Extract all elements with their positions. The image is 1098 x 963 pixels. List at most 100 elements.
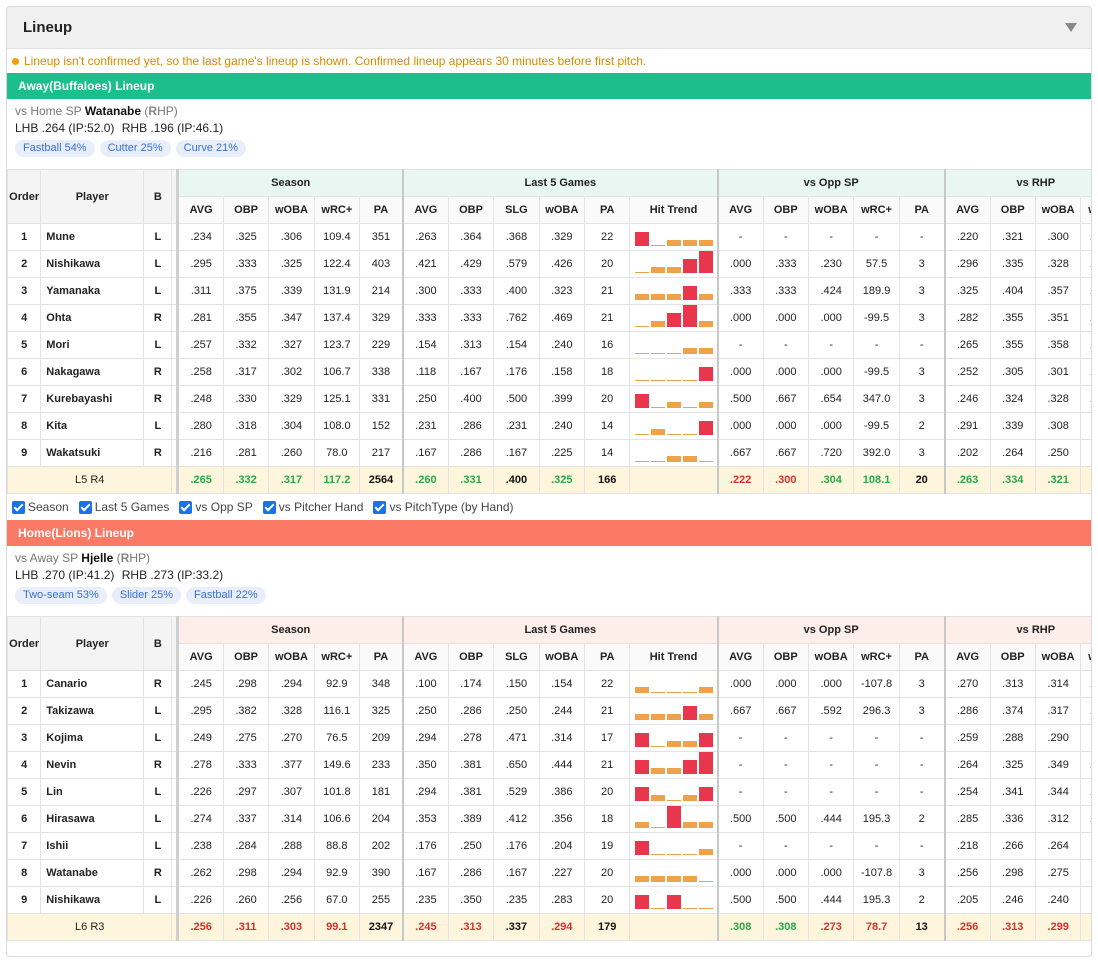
- toggle-item[interactable]: Season: [12, 500, 69, 514]
- stat-header[interactable]: AVG: [716, 196, 764, 224]
- stat-header[interactable]: wRC+: [313, 643, 361, 671]
- summary-opp-stat: .308: [762, 913, 809, 941]
- stat-header[interactable]: wRC+: [853, 196, 900, 224]
- checkbox-checked-icon[interactable]: [262, 500, 276, 514]
- pitch-chip[interactable]: Two-seam 53%: [15, 587, 107, 604]
- pitch-chip[interactable]: Slider 25%: [111, 587, 182, 604]
- player-name[interactable]: Kurebayashi: [40, 385, 145, 413]
- last5-stat: .381: [447, 778, 495, 806]
- stat-header[interactable]: wOBA: [1034, 196, 1082, 224]
- season-stat: .339: [268, 277, 315, 305]
- hit-trend-bar: [634, 876, 649, 882]
- order-header[interactable]: Order: [7, 616, 42, 671]
- stat-header[interactable]: OBP: [222, 196, 270, 224]
- stat-header[interactable]: OBP: [222, 643, 270, 671]
- stat-header[interactable]: AVG: [177, 196, 224, 224]
- sp-name[interactable]: Watanabe: [84, 104, 142, 118]
- stat-header[interactable]: OBP: [762, 643, 809, 671]
- pitch-chip[interactable]: Cutter 25%: [99, 140, 171, 157]
- player-name[interactable]: Nevin: [40, 751, 145, 779]
- season-stat: 88.8: [313, 832, 361, 860]
- season-stat: .314: [268, 805, 315, 833]
- hit-trend-bar: [666, 267, 681, 273]
- stat-header[interactable]: PA: [583, 196, 631, 224]
- sp-hand-rest: HP: [129, 551, 146, 565]
- player-name[interactable]: Nakagawa: [40, 358, 145, 386]
- collapse-caret-icon[interactable]: [1065, 23, 1077, 32]
- player-name[interactable]: Mune: [40, 223, 145, 251]
- player-name[interactable]: Mori: [40, 331, 145, 359]
- stat-header[interactable]: wOBA: [1034, 643, 1082, 671]
- bats-hand: L: [143, 223, 173, 251]
- stat-header[interactable]: SLG: [493, 643, 540, 671]
- checkbox-checked-icon[interactable]: [12, 500, 25, 514]
- stat-header[interactable]: wOBA: [807, 643, 855, 671]
- vs-hand-stat: .265: [943, 331, 991, 359]
- stat-header[interactable]: PA: [898, 643, 946, 671]
- stat-header[interactable]: AVG: [943, 643, 991, 671]
- bats-header[interactable]: B: [143, 169, 173, 224]
- stat-header[interactable]: SLG: [493, 196, 540, 224]
- stat-header[interactable]: OBP: [989, 643, 1036, 671]
- stat-header[interactable]: OBP: [989, 196, 1036, 224]
- player-name[interactable]: Watanabe: [40, 859, 145, 887]
- stat-header[interactable]: wRC+: [853, 643, 900, 671]
- player-name[interactable]: Nishikawa: [40, 250, 145, 278]
- player-name[interactable]: Ishii: [40, 832, 145, 860]
- panel-header[interactable]: Lineup: [7, 7, 1091, 49]
- pitch-chip[interactable]: Fastball 54%: [15, 140, 95, 157]
- player-name[interactable]: Kita: [40, 412, 145, 440]
- stat-header[interactable]: wOBA: [807, 196, 855, 224]
- toggle-item[interactable]: Last 5 Games: [78, 500, 169, 514]
- toggle-item[interactable]: vs Opp SP: [179, 500, 253, 514]
- vs-hand-stat: .256: [943, 859, 991, 887]
- stat-header[interactable]: AVG: [401, 196, 449, 224]
- stat-header[interactable]: OBP: [762, 196, 809, 224]
- player-name[interactable]: Lin: [40, 778, 145, 806]
- player-name[interactable]: Kojima: [40, 724, 145, 752]
- view-toggles: Season Last 5 Games vs Opp SP vs Pitcher Ha…: [7, 494, 1091, 520]
- player-name[interactable]: Takizawa: [40, 697, 145, 725]
- lineup-notice: Lineup isn't confirmed yet, so the last …: [7, 49, 1091, 73]
- player-name[interactable]: Hirasawa: [40, 805, 145, 833]
- order-header[interactable]: Order: [7, 169, 42, 224]
- stat-header[interactable]: AVG: [401, 643, 449, 671]
- away-table-wrap[interactable]: Order Player B Season Last 5 Games vs Opp SP v…: [7, 169, 1091, 494]
- stat-header[interactable]: wOBA: [538, 643, 585, 671]
- stat-header[interactable]: Hit Trend: [629, 196, 719, 224]
- stat-header[interactable]: PA: [359, 643, 404, 671]
- player-name[interactable]: Yamanaka: [40, 277, 145, 305]
- player-name[interactable]: Ohta: [40, 304, 145, 332]
- player-name[interactable]: Canario: [40, 670, 145, 698]
- checkbox-checked-icon[interactable]: [179, 500, 193, 514]
- stat-header[interactable]: AVG: [716, 643, 764, 671]
- stat-header[interactable]: OBP: [447, 196, 495, 224]
- player-name[interactable]: Nishikawa: [40, 886, 145, 914]
- vs-opp-sp-stat: -: [807, 832, 855, 860]
- stat-header[interactable]: AVG: [177, 643, 224, 671]
- stat-header[interactable]: OBP: [447, 643, 495, 671]
- stat-header[interactable]: AVG: [943, 196, 991, 224]
- player-header[interactable]: Player: [40, 616, 145, 671]
- toggle-item[interactable]: vs PitchType (by Hand): [373, 500, 514, 514]
- checkbox-checked-icon[interactable]: [78, 500, 92, 514]
- pitch-chip[interactable]: Curve 21%: [175, 140, 247, 157]
- stat-header[interactable]: wRC+: [1080, 196, 1091, 224]
- stat-header[interactable]: wOBA: [268, 196, 315, 224]
- pitch-chip[interactable]: Fastball 22%: [186, 587, 266, 604]
- stat-header[interactable]: wOBA: [538, 196, 585, 224]
- player-name[interactable]: Wakatsuki: [40, 439, 145, 467]
- stat-header[interactable]: wRC+: [1080, 643, 1091, 671]
- sp-name[interactable]: Hjelle: [81, 551, 114, 565]
- toggle-item[interactable]: vs Pitcher Hand: [262, 500, 363, 514]
- checkbox-checked-icon[interactable]: [373, 500, 387, 514]
- stat-header[interactable]: Hit Trend: [629, 643, 719, 671]
- stat-header[interactable]: wRC+: [313, 196, 361, 224]
- stat-header[interactable]: PA: [583, 643, 631, 671]
- stat-header[interactable]: PA: [359, 196, 404, 224]
- bats-header[interactable]: B: [143, 616, 173, 671]
- stat-header[interactable]: PA: [898, 196, 946, 224]
- stat-header[interactable]: wOBA: [268, 643, 315, 671]
- home-table-wrap[interactable]: Order Player B Season Last 5 Games vs Opp SP v…: [7, 616, 1091, 941]
- player-header[interactable]: Player: [40, 169, 145, 224]
